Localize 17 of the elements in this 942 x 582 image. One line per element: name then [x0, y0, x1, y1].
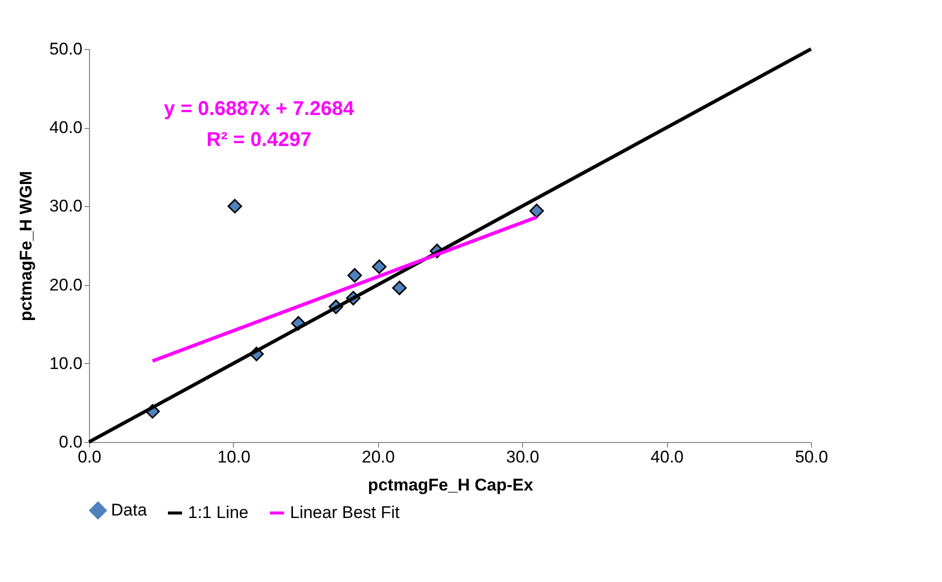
x-tick-label: 10.0 — [217, 448, 250, 466]
annotation: y = 0.6887x + 7.2684 — [164, 98, 355, 120]
y-axis-title: pctmagFe_H WGM — [16, 170, 36, 322]
x-tick-label: 40.0 — [650, 448, 684, 466]
legend-label: Linear Best Fit — [290, 503, 400, 522]
legend-label: 1:1 Line — [188, 503, 248, 522]
x-tick-label: 30.0 — [506, 448, 540, 466]
annotation: R² = 0.4297 — [206, 129, 312, 151]
x-tick-label: 50.0 — [794, 448, 828, 466]
y-tick-label: 10.0 — [49, 354, 82, 373]
y-tick-label: 50.0 — [49, 40, 82, 58]
y-tick-label: 30.0 — [49, 196, 82, 216]
y-tick-label: 20.0 — [49, 275, 82, 294]
x-axis-title: pctmagFe_H Cap-Ex — [368, 476, 534, 494]
y-tick-label: 40.0 — [49, 118, 82, 138]
x-tick-label: 20.0 — [362, 448, 395, 466]
legend-label: Data — [111, 500, 148, 520]
